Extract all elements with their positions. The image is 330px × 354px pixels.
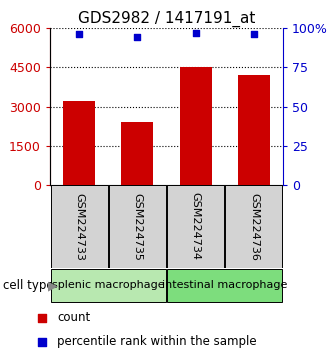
Text: cell type: cell type — [3, 279, 54, 292]
Text: GSM224734: GSM224734 — [191, 193, 201, 261]
Bar — [225, 185, 282, 268]
Text: percentile rank within the sample: percentile rank within the sample — [57, 335, 257, 348]
Bar — [63, 101, 95, 185]
Bar — [50, 269, 166, 302]
Title: GDS2982 / 1417191_at: GDS2982 / 1417191_at — [78, 11, 255, 27]
Bar — [180, 67, 212, 185]
Bar — [167, 269, 282, 302]
Text: GSM224733: GSM224733 — [74, 193, 84, 261]
Text: count: count — [57, 311, 90, 324]
Point — [251, 32, 256, 37]
Point — [40, 315, 45, 320]
Bar — [238, 75, 270, 185]
Bar — [167, 185, 224, 268]
Bar — [50, 185, 108, 268]
Point — [193, 30, 198, 35]
Text: splenic macrophage: splenic macrophage — [52, 280, 165, 291]
Point — [77, 32, 82, 37]
Bar — [121, 122, 153, 185]
Text: intestinal macrophage: intestinal macrophage — [162, 280, 287, 291]
Text: GSM224736: GSM224736 — [249, 193, 259, 261]
Text: GSM224735: GSM224735 — [132, 193, 142, 261]
Point — [40, 339, 45, 344]
Bar — [109, 185, 166, 268]
Point — [135, 35, 140, 40]
Text: ▶: ▶ — [48, 279, 57, 292]
